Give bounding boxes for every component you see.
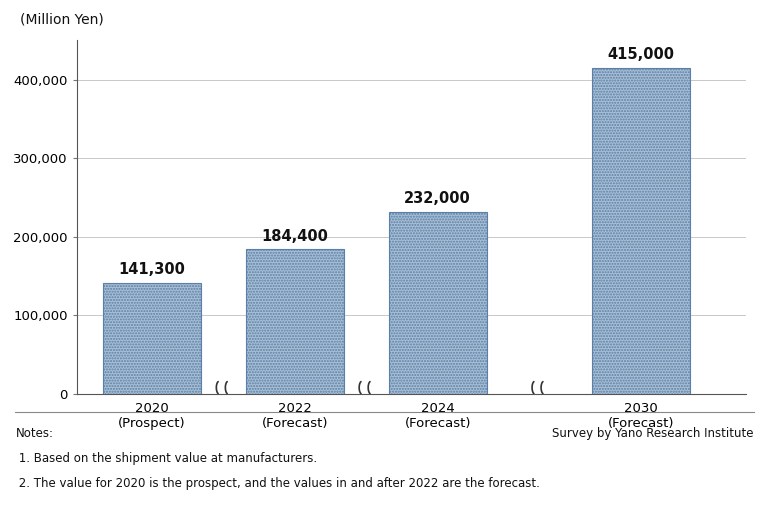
Text: (Million Yen): (Million Yen) bbox=[20, 12, 104, 26]
Bar bbox=[246, 249, 344, 394]
Text: 232,000: 232,000 bbox=[404, 191, 471, 206]
Text: 415,000: 415,000 bbox=[608, 47, 674, 63]
Bar bbox=[592, 68, 690, 394]
Text: 141,300: 141,300 bbox=[118, 263, 185, 277]
Text: Notes:: Notes: bbox=[15, 427, 53, 440]
Text: 1. Based on the shipment value at manufacturers.: 1. Based on the shipment value at manufa… bbox=[15, 452, 318, 465]
Text: 184,400: 184,400 bbox=[261, 229, 328, 243]
Text: Survey by Yano Research Institute: Survey by Yano Research Institute bbox=[552, 427, 754, 440]
Bar bbox=[103, 283, 201, 394]
Text: 2. The value for 2020 is the prospect, and the values in and after 2022 are the : 2. The value for 2020 is the prospect, a… bbox=[15, 477, 541, 490]
Bar bbox=[389, 212, 487, 394]
